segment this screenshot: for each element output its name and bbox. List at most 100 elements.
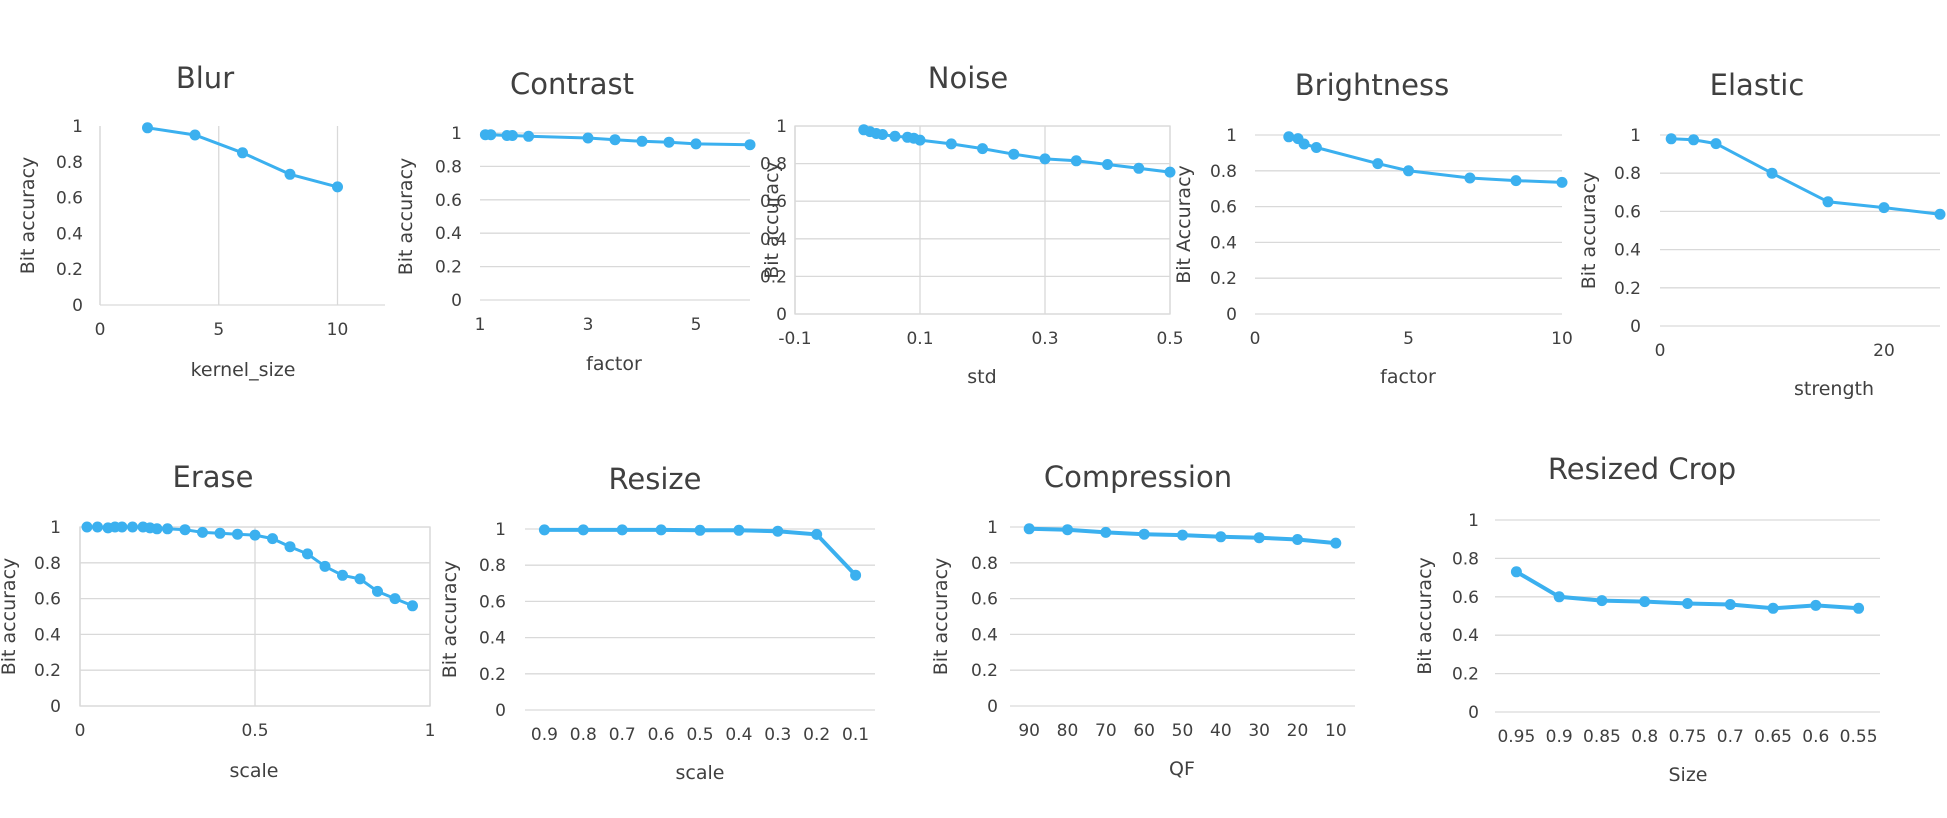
y-tick-label: 1 [987, 518, 998, 538]
data-point [1023, 523, 1035, 535]
data-point [1766, 167, 1778, 179]
data-point [694, 524, 706, 536]
data-point [1008, 148, 1020, 160]
data-point [1215, 531, 1227, 543]
series-line [87, 525, 414, 608]
x-tick-label: 90 [1018, 721, 1040, 741]
x-tick-label: 0.3 [1031, 329, 1058, 349]
y-tick-label: 1 [1468, 511, 1479, 531]
x-tick-label: 5 [1403, 329, 1414, 349]
data-point [1177, 529, 1188, 541]
data-point [582, 132, 594, 144]
y-tick-label: 0.6 [971, 590, 998, 610]
data-point [1556, 176, 1568, 188]
y-tick-label: 0 [1630, 317, 1641, 337]
series-line [1288, 135, 1563, 184]
x-axis-label: scale [230, 760, 279, 782]
x-axis-label: scale [676, 762, 725, 784]
x-axis-label: factor [1380, 366, 1436, 388]
chart-title: Compression [1044, 460, 1232, 494]
data-point [1510, 566, 1522, 578]
data-point [319, 560, 331, 572]
data-point [663, 136, 675, 148]
data-point [284, 168, 296, 180]
data-point [142, 122, 153, 134]
y-tick-label: 0 [987, 697, 998, 717]
y-tick-label: 0.8 [435, 157, 462, 177]
x-tick-label: 10 [1325, 721, 1347, 741]
y-tick-label: 1 [72, 117, 83, 137]
y-tick-label: 1 [776, 117, 787, 137]
y-axis-label: Bit Accuracy [1173, 165, 1195, 284]
x-tick-label: 0.6 [1802, 727, 1829, 747]
plot-frame [794, 125, 1171, 315]
y-tick-label: 1 [451, 124, 462, 144]
data-point [232, 528, 243, 540]
x-tick-label: 10 [1551, 329, 1573, 349]
y-tick-label: 0.2 [760, 267, 787, 287]
x-tick-label: 0 [1250, 329, 1261, 349]
y-tick-label: 0.2 [56, 260, 83, 280]
y-tick-label: 0.4 [760, 230, 787, 250]
data-point [1070, 155, 1082, 167]
data-point [506, 130, 518, 141]
y-tick-label: 0 [1226, 305, 1237, 325]
chart-title: Noise [928, 61, 1008, 95]
data-point [1553, 591, 1565, 603]
chart-title: Resized Crop [1548, 452, 1736, 486]
x-tick-label: 0.7 [1717, 727, 1744, 747]
data-point [1934, 208, 1946, 220]
y-axis-label: Bit accuracy [17, 157, 39, 275]
data-point [636, 135, 648, 147]
y-axis-label: Bit accuracy [930, 558, 952, 676]
data-point [1253, 532, 1265, 544]
data-point [284, 541, 296, 553]
data-point [616, 524, 628, 536]
x-tick-label: 50 [1172, 721, 1194, 741]
data-point [151, 523, 163, 535]
y-tick-label: 0.4 [479, 629, 506, 649]
y-tick-label: 0.6 [1210, 198, 1237, 218]
data-point [1878, 202, 1890, 214]
x-tick-label: 0.9 [1546, 727, 1573, 747]
data-point [332, 181, 343, 193]
data-point [1138, 528, 1150, 540]
data-point [354, 573, 366, 585]
x-axis-label: factor [586, 353, 642, 375]
chart-title: Elastic [1710, 68, 1805, 102]
data-point [1853, 602, 1865, 614]
x-tick-label: 5 [691, 315, 702, 335]
chart-noise: Noise 0 0.2 0.4 0.6 0.8 1 -0.1 0.1 0.3 0.5 std Bit a… [760, 61, 1184, 388]
plot-frame [79, 526, 431, 707]
x-tick-label: 10 [327, 320, 349, 340]
data-point [1403, 165, 1414, 177]
y-tick-label: 0.8 [760, 155, 787, 175]
data-point [189, 129, 201, 141]
x-tick-label: 0 [1655, 341, 1666, 361]
data-point [811, 528, 823, 540]
data-point [372, 585, 383, 597]
data-point [1510, 175, 1522, 187]
data-point [1062, 524, 1073, 536]
data-point [92, 521, 103, 533]
chart-resize: Resize 0 0.2 0.4 0.6 0.8 1 0.9 0.8 0.7 0.6 0.5 0.4 0.… [439, 462, 875, 784]
data-point [1310, 142, 1322, 153]
x-axis-label: QF [1169, 758, 1195, 780]
data-point [81, 521, 93, 533]
y-tick-label: 0.2 [435, 258, 462, 278]
x-tick-label: 0.7 [609, 725, 636, 745]
y-axis-label: Bit accuracy [395, 158, 417, 276]
data-point [1665, 133, 1677, 145]
chart-title: Contrast [510, 67, 634, 101]
data-point [889, 130, 901, 142]
y-tick-label: 0.4 [34, 625, 61, 645]
y-tick-label: 0.4 [1452, 626, 1479, 646]
y-tick-label: 0.2 [971, 661, 998, 681]
data-point [407, 600, 418, 612]
y-tick-label: 0.6 [34, 590, 61, 610]
x-tick-label: 0 [95, 320, 106, 340]
data-point [267, 533, 278, 545]
y-tick-label: 0.2 [1452, 665, 1479, 685]
x-tick-label: 0.75 [1669, 727, 1707, 747]
data-point [162, 523, 173, 535]
